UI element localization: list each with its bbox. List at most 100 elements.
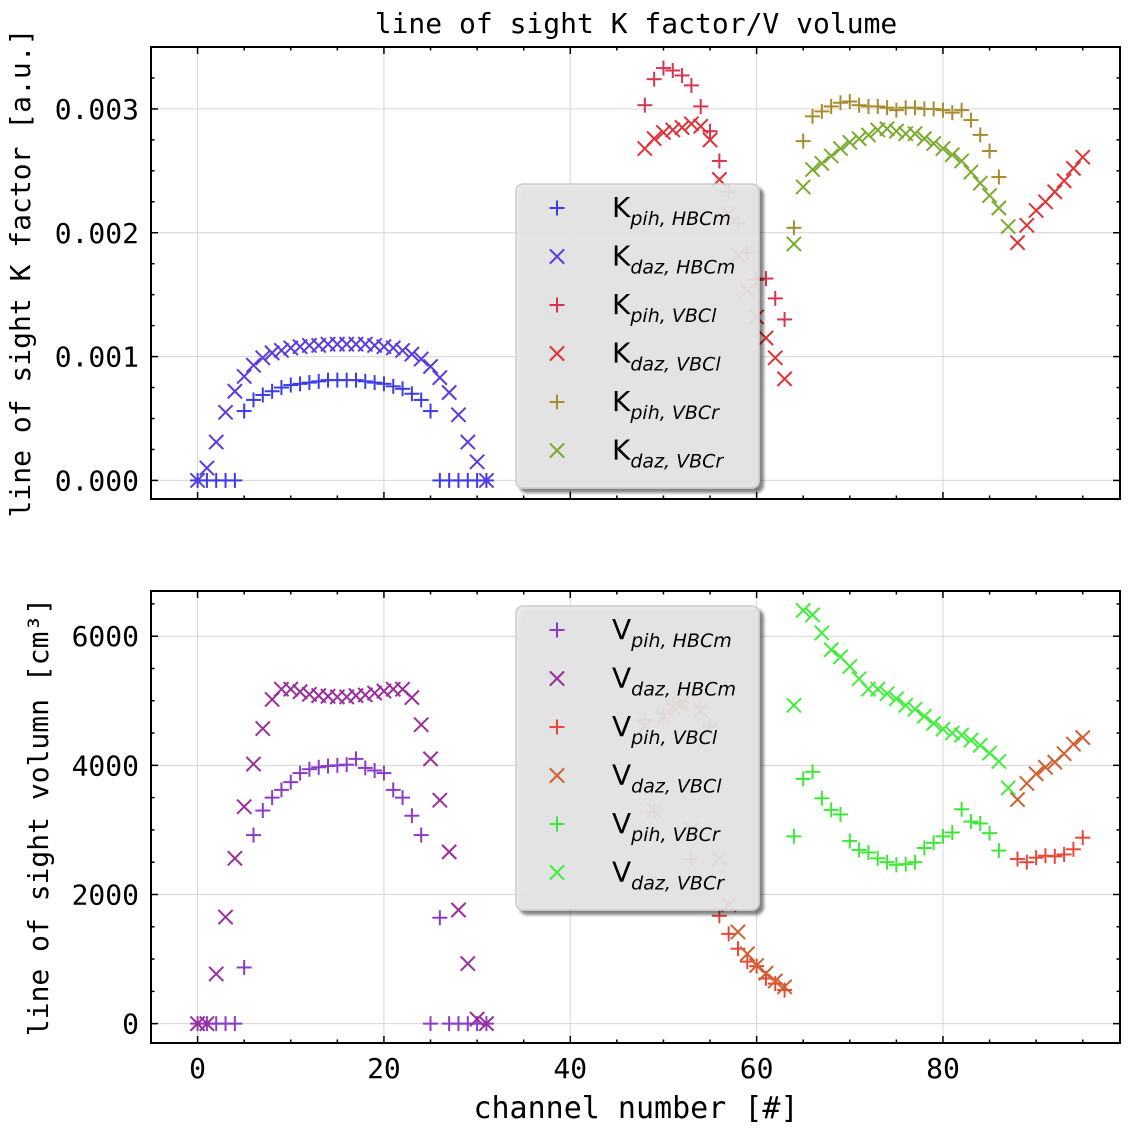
data-point [255, 803, 271, 819]
data-point [711, 153, 727, 169]
data-point [823, 641, 839, 658]
data-point [702, 132, 718, 148]
data-point [972, 127, 988, 143]
data-point [1046, 184, 1063, 200]
data-point [292, 376, 308, 392]
data-point [795, 179, 812, 195]
data-point [953, 727, 970, 743]
y-tick-label: 2000 [72, 878, 139, 911]
legend: Vpih, HBCm Vdaz, HBCm Vpih, VBCl Vdaz, VBCl… [515, 605, 760, 911]
legend-item: Vdaz, VBCl [549, 759, 722, 798]
data-point [982, 143, 998, 159]
data-point [944, 146, 961, 163]
data-point [1074, 149, 1091, 166]
data-point [888, 123, 905, 140]
data-point [283, 774, 299, 790]
legend-label: Kdaz, HBCm [612, 240, 735, 279]
data-point [674, 119, 690, 136]
legend-label: Vpih, VBCr [612, 807, 721, 846]
data-point [926, 835, 942, 851]
data-point [814, 155, 830, 172]
legend-item: Vdaz, VBCr [549, 856, 725, 895]
data-point [236, 959, 252, 975]
data-points [189, 60, 1091, 489]
data-point [348, 751, 364, 767]
data-point [385, 782, 401, 798]
data-point [916, 130, 933, 147]
data-point [795, 771, 811, 787]
data-point [236, 368, 253, 385]
x-axis-label: channel number [#] [473, 1091, 798, 1126]
y-tick-label: 4000 [72, 749, 139, 782]
data-point [301, 761, 317, 777]
legend-label: Kpih, VBCl [612, 288, 717, 327]
data-point [963, 112, 979, 128]
data-point [860, 127, 877, 143]
axes-frame [150, 46, 1121, 500]
data-point [795, 133, 811, 149]
data-point [376, 765, 392, 781]
data-point [851, 130, 867, 147]
data-point [721, 926, 737, 942]
data-point [804, 607, 821, 623]
data-point [366, 685, 383, 701]
data-point [450, 902, 467, 918]
axis-ticks [150, 591, 1120, 1043]
data-point [832, 806, 848, 822]
legend-item: Vpih, HBCm [549, 613, 732, 652]
tick-labels: 0.000 0.001 0.002 0.003 [55, 93, 139, 498]
series-K_daz,HBCm [189, 336, 495, 489]
data-point [1028, 765, 1044, 782]
data-point [637, 97, 653, 113]
data-point [842, 833, 858, 849]
data-point [776, 371, 793, 387]
x-tick-label: 40 [553, 1052, 587, 1085]
data-point [254, 349, 271, 366]
data-point [376, 376, 392, 392]
data-point [711, 908, 727, 924]
data-point [991, 200, 1007, 216]
data-point [869, 681, 886, 697]
series-V_pih,HBCm [190, 751, 494, 1032]
legend-item: Vdaz, HBCm [549, 662, 736, 701]
data-point [273, 782, 289, 798]
legend-item: Kpih, VBCr [549, 385, 720, 424]
data-point [1056, 172, 1072, 189]
data-point [870, 98, 886, 114]
data-point [283, 377, 299, 393]
data-point [935, 140, 951, 157]
data-point [655, 124, 672, 141]
legend-item: Kdaz, VBCr [549, 434, 724, 473]
data-point [758, 965, 774, 982]
data-point [227, 472, 243, 488]
data-point [916, 840, 932, 856]
data-point [282, 681, 299, 697]
data-point [944, 105, 960, 121]
data-point [245, 357, 262, 374]
data-point [748, 957, 765, 974]
legend-marker [549, 297, 565, 313]
data-point [963, 814, 979, 830]
legend-marker [549, 622, 565, 638]
data-point [227, 850, 243, 867]
data-point [1056, 846, 1072, 862]
data-point [814, 625, 830, 641]
data-point [1047, 848, 1063, 864]
data-point [404, 346, 420, 362]
y-tick-label: 6000 [72, 620, 139, 653]
data-point [851, 97, 867, 113]
data-point [991, 753, 1007, 770]
data-point [1065, 160, 1082, 177]
data-point [441, 384, 457, 401]
series-K_daz,VBCl [636, 115, 1091, 387]
data-point [935, 721, 951, 738]
data-point [1074, 729, 1091, 746]
data-point [758, 271, 774, 287]
legend-marker [549, 248, 565, 265]
data-point [273, 342, 290, 359]
data-point [413, 716, 430, 733]
legend-label: Vdaz, VBCr [612, 856, 725, 895]
data-point [646, 71, 662, 87]
data-point [273, 380, 289, 396]
